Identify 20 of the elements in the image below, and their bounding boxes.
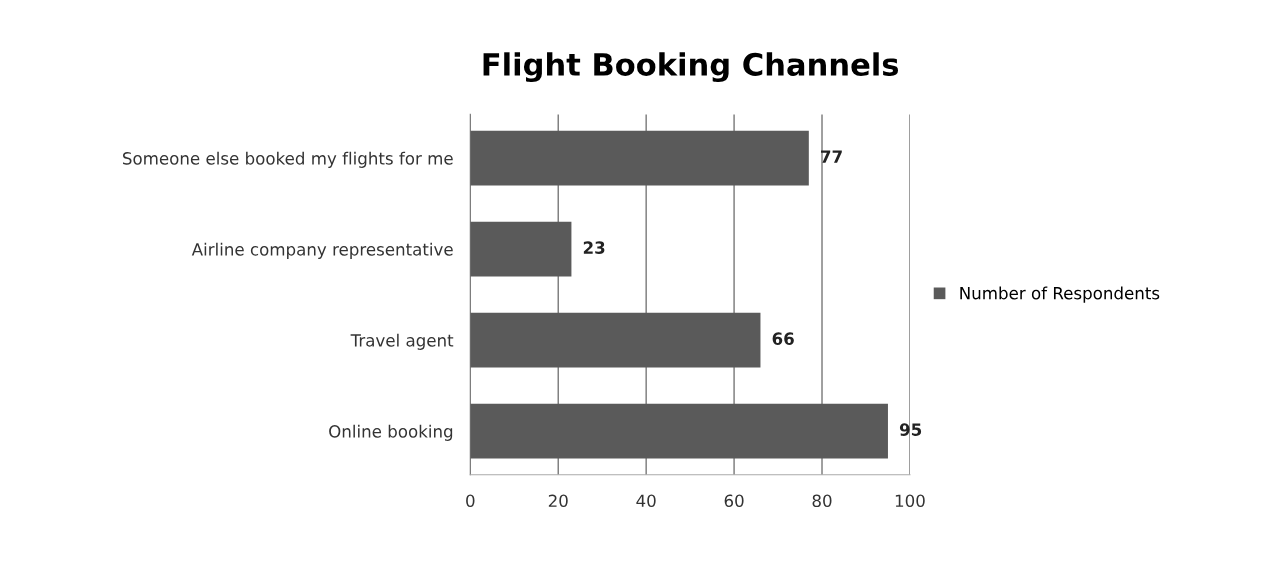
y-tick-label: Online booking (329, 424, 453, 441)
bar (470, 130, 809, 186)
x-tick-label: 80 (812, 494, 832, 508)
data-label: 77 (821, 150, 842, 163)
data-label: 95 (899, 423, 922, 436)
bar (470, 403, 888, 459)
y-tick-label: Travel agent (350, 333, 454, 350)
x-tick-label: 100 (895, 494, 925, 508)
y-tick-label: Airline company representative (191, 242, 453, 259)
bar (470, 312, 761, 368)
chart-title: Flight Booking Channels (483, 52, 899, 83)
bar (470, 221, 572, 277)
x-tick-label: 0 (466, 494, 475, 508)
x-tick-label: 40 (636, 494, 656, 508)
x-tick-label: 20 (548, 494, 568, 508)
data-label: 66 (772, 332, 794, 345)
data-label: 23 (583, 241, 605, 254)
y-tick-label: Someone else booked my flights for me (123, 151, 453, 168)
legend-label: Number of Respondents (960, 286, 1160, 303)
x-tick-label: 60 (724, 494, 744, 508)
